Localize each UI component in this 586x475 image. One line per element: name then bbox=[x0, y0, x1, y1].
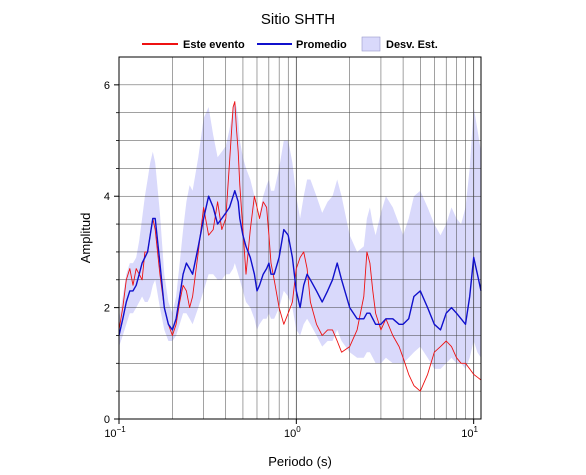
x-tick-label: 100 bbox=[284, 425, 301, 440]
x-tick-label: 10−1 bbox=[104, 425, 126, 440]
legend-swatch-stddev bbox=[361, 36, 381, 52]
y-tick-label: 4 bbox=[104, 191, 110, 203]
y-tick-label: 6 bbox=[104, 80, 110, 92]
series-line-layer bbox=[118, 101, 482, 392]
legend: Este evento Promedio Desv. Est. bbox=[142, 36, 438, 52]
legend-label-event: Este evento bbox=[183, 39, 245, 51]
legend-label-mean: Promedio bbox=[296, 39, 347, 51]
y-tick-label: 0 bbox=[104, 414, 110, 426]
y-tick-label: 2 bbox=[104, 303, 110, 315]
x-tick-label: 101 bbox=[461, 425, 478, 440]
legend-label-stddev: Desv. Est. bbox=[386, 39, 438, 51]
x-axis-label: Periodo (s) bbox=[268, 454, 332, 469]
mean-line bbox=[118, 189, 482, 336]
y-axis-label: Amplitud bbox=[78, 213, 93, 264]
chart-title: Sitio SHTH bbox=[261, 11, 335, 28]
plot-area-frame bbox=[118, 56, 482, 420]
